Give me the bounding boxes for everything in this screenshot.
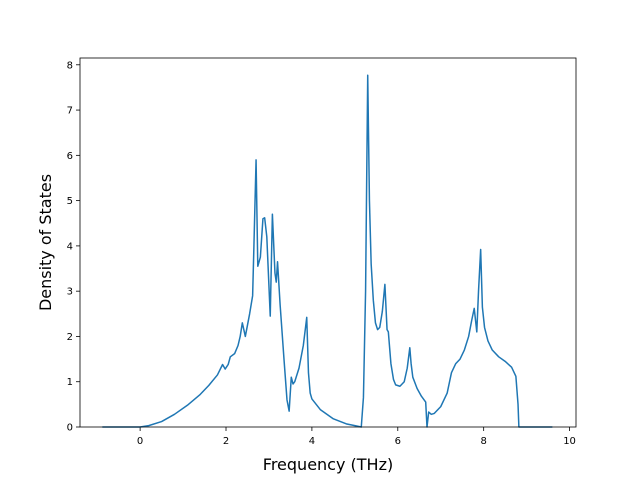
x-tick-label: 6 [395,436,401,447]
x-tick-label: 10 [563,436,576,447]
x-tick-label: 0 [137,436,143,447]
y-tick-label: 8 [67,60,73,71]
series-line [102,74,553,428]
y-tick-label: 0 [67,423,73,434]
y-tick-label: 5 [67,196,73,207]
y-tick-label: 1 [67,377,73,388]
x-tick-label: 8 [480,436,486,447]
y-tick-label: 7 [67,106,73,117]
plot-background [80,58,576,427]
y-tick-label: 2 [67,332,73,343]
y-tick-label: 3 [67,287,73,298]
y-axis: 0 1 2 3 4 5 6 7 8 [67,60,80,434]
y-axis-label: Density of States [36,174,55,311]
plot-frame [79,57,577,428]
y-tick-label: 6 [67,151,73,162]
y-tick-label: 4 [67,241,73,252]
x-axis-label: Frequency (THz) [263,455,393,474]
x-axis: 0 2 4 6 8 10 [137,427,576,447]
x-tick-label: 4 [309,436,315,447]
x-tick-label: 2 [223,436,229,447]
